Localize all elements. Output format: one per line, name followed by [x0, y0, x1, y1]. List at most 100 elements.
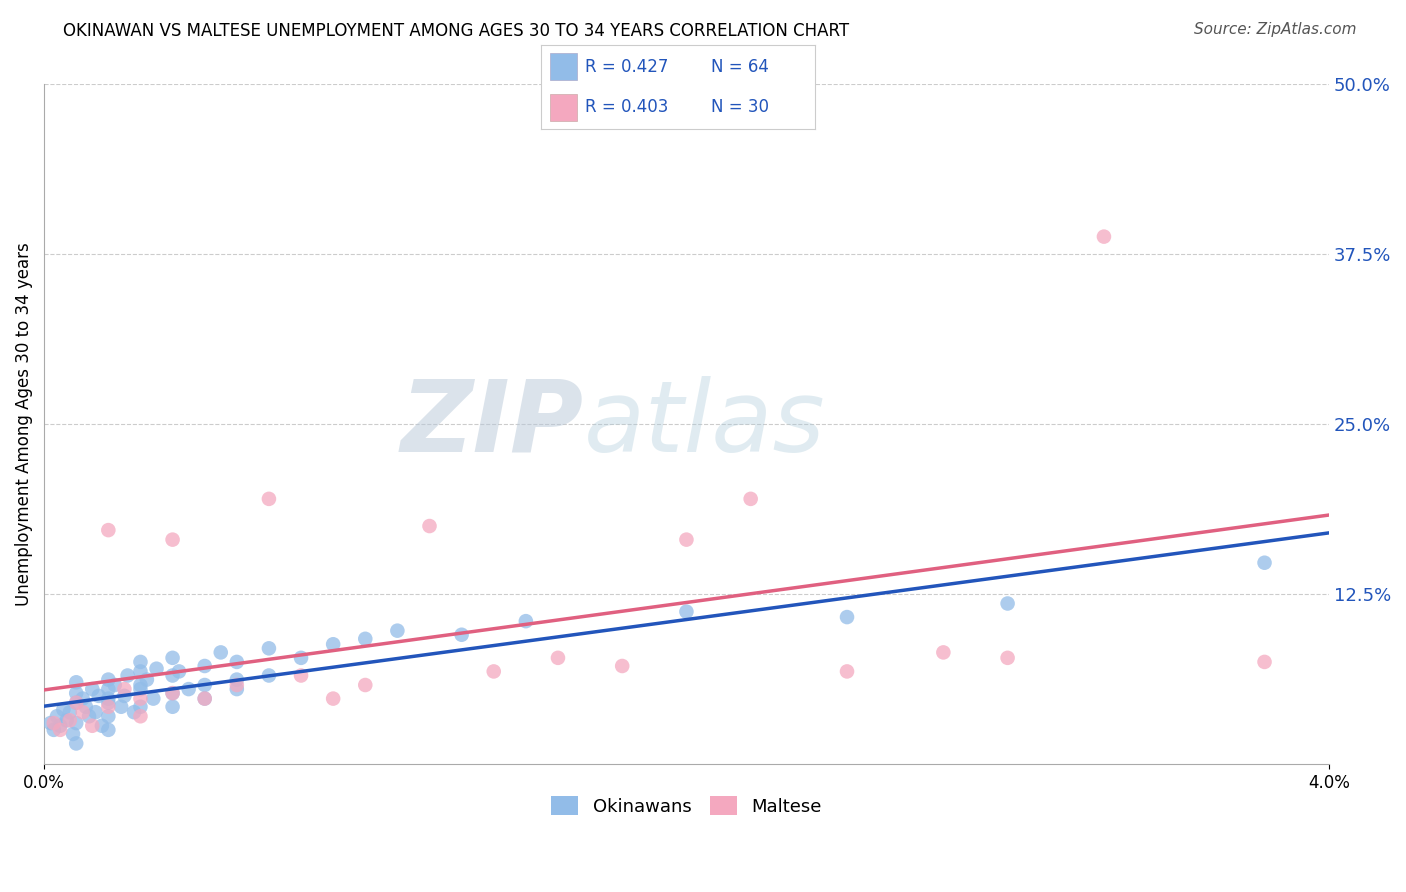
Point — [112, 682, 135, 697]
Point — [42, 723, 65, 737]
Text: OKINAWAN VS MALTESE UNEMPLOYMENT AMONG AGES 30 TO 34 YEARS CORRELATION CHART: OKINAWAN VS MALTESE UNEMPLOYMENT AMONG A… — [63, 22, 849, 40]
Legend: Okinawans, Maltese: Okinawans, Maltese — [544, 789, 828, 822]
Point — [997, 597, 1019, 611]
Point — [290, 650, 312, 665]
Point — [740, 491, 762, 506]
Point — [322, 691, 344, 706]
Point — [209, 645, 232, 659]
Point — [194, 691, 217, 706]
Point — [90, 719, 112, 733]
Point — [257, 668, 280, 682]
Point — [112, 689, 135, 703]
Point — [675, 533, 697, 547]
Point — [97, 523, 120, 537]
Point — [257, 491, 280, 506]
Point — [84, 705, 107, 719]
Point — [122, 705, 145, 719]
Point — [142, 691, 165, 706]
Point — [55, 714, 77, 728]
Point — [72, 691, 94, 706]
Point — [117, 668, 139, 682]
Point — [322, 637, 344, 651]
Point — [77, 709, 100, 723]
Point — [162, 533, 184, 547]
Point — [59, 714, 82, 728]
Point — [129, 682, 152, 697]
Point — [932, 645, 955, 659]
Point — [129, 691, 152, 706]
Point — [1253, 556, 1275, 570]
Point — [104, 678, 127, 692]
Point — [1253, 655, 1275, 669]
Text: Source: ZipAtlas.com: Source: ZipAtlas.com — [1194, 22, 1357, 37]
Point — [387, 624, 409, 638]
Text: N = 64: N = 64 — [711, 58, 769, 76]
Point — [675, 605, 697, 619]
Point — [65, 696, 87, 710]
Text: R = 0.427: R = 0.427 — [585, 58, 668, 76]
Point — [1092, 229, 1115, 244]
Point — [42, 716, 65, 731]
Point — [65, 736, 87, 750]
Bar — [550, 54, 576, 80]
Point — [39, 716, 62, 731]
Text: atlas: atlas — [583, 376, 825, 473]
Point — [162, 668, 184, 682]
Point — [82, 719, 104, 733]
Point — [129, 665, 152, 679]
Point — [97, 709, 120, 723]
Point — [162, 686, 184, 700]
Point — [75, 699, 97, 714]
Point — [65, 675, 87, 690]
Point — [72, 705, 94, 719]
Point — [177, 682, 200, 697]
Text: ZIP: ZIP — [401, 376, 583, 473]
Point — [129, 709, 152, 723]
Point — [97, 696, 120, 710]
Point — [167, 665, 190, 679]
Point — [515, 614, 537, 628]
Point — [65, 696, 87, 710]
Point — [257, 641, 280, 656]
Point — [145, 662, 167, 676]
Point — [129, 678, 152, 692]
Point — [65, 686, 87, 700]
Point — [612, 659, 634, 673]
Point — [87, 689, 110, 703]
Point — [225, 655, 247, 669]
Point — [450, 628, 472, 642]
Point — [110, 699, 132, 714]
Point — [225, 678, 247, 692]
Point — [482, 665, 505, 679]
Point — [46, 709, 69, 723]
Point — [97, 673, 120, 687]
Point — [194, 691, 217, 706]
Point — [290, 668, 312, 682]
Point — [97, 723, 120, 737]
Point — [162, 699, 184, 714]
Y-axis label: Unemployment Among Ages 30 to 34 years: Unemployment Among Ages 30 to 34 years — [15, 243, 32, 606]
Point — [354, 632, 377, 646]
Point — [135, 673, 157, 687]
Point — [162, 650, 184, 665]
Point — [49, 719, 72, 733]
Point — [835, 665, 858, 679]
Point — [194, 678, 217, 692]
Point — [62, 727, 84, 741]
Point — [49, 723, 72, 737]
Point — [162, 686, 184, 700]
Point — [82, 682, 104, 697]
Point — [97, 699, 120, 714]
Point — [225, 673, 247, 687]
Point — [97, 682, 120, 697]
Point — [547, 650, 569, 665]
Point — [129, 655, 152, 669]
Bar — [550, 94, 576, 120]
Point — [129, 699, 152, 714]
Point — [835, 610, 858, 624]
Text: R = 0.403: R = 0.403 — [585, 98, 668, 116]
Point — [354, 678, 377, 692]
Point — [65, 716, 87, 731]
Point — [194, 659, 217, 673]
Point — [997, 650, 1019, 665]
